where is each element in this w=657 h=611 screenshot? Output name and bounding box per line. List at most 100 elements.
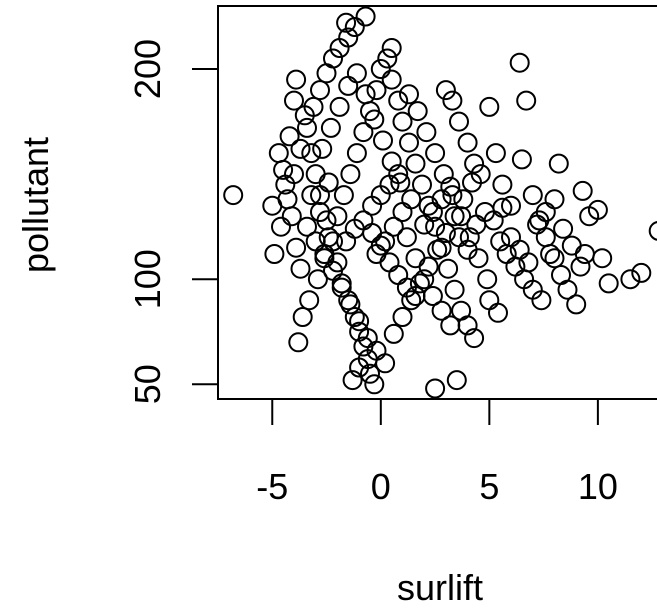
data-point (479, 96, 500, 117)
data-point (427, 239, 448, 260)
data-point (416, 122, 437, 143)
data-point (544, 248, 565, 269)
data-point (331, 277, 352, 298)
data-point (440, 315, 461, 336)
x-axis: -5 0 5 10 (256, 398, 657, 507)
data-point (223, 185, 244, 206)
data-point (333, 185, 354, 206)
x-tick-label: 0 (371, 466, 391, 507)
data-point (286, 69, 307, 90)
data-point (516, 90, 537, 111)
data-point (329, 38, 350, 58)
data-point (438, 258, 459, 279)
data-point (312, 138, 333, 159)
data-point (383, 216, 404, 237)
data-point (501, 227, 521, 248)
data-point (409, 273, 430, 294)
data-point (442, 90, 463, 111)
data-point (318, 172, 339, 193)
data-point (392, 307, 413, 327)
data-point (268, 143, 289, 164)
data-point (349, 311, 370, 332)
data-point (355, 84, 376, 105)
data-point (314, 248, 335, 269)
data-point (425, 378, 446, 399)
data-point (353, 122, 374, 143)
data-point (377, 48, 398, 69)
data-point (531, 290, 552, 311)
data-point (370, 235, 391, 256)
data-point (414, 214, 435, 235)
data-point (303, 96, 324, 117)
data-point (373, 130, 393, 151)
y-axis-label: pollutant (15, 137, 56, 273)
data-point (412, 174, 432, 195)
data-point (418, 195, 439, 216)
data-point (366, 80, 387, 101)
data-point (336, 12, 357, 33)
data-point (405, 153, 426, 174)
y-tick-label: 200 (127, 39, 168, 99)
data-point (340, 294, 361, 315)
data-point (370, 59, 391, 79)
data-point (318, 227, 339, 248)
data-point (522, 185, 543, 206)
data-point (307, 269, 328, 290)
data-point (418, 256, 439, 277)
data-point (336, 231, 357, 252)
data-point (425, 216, 446, 237)
data-point (457, 239, 478, 260)
data-point (572, 180, 593, 201)
data-point (383, 323, 404, 344)
data-point (388, 90, 409, 111)
data-point (362, 223, 383, 243)
data-point (444, 279, 465, 300)
data-point (598, 273, 619, 294)
data-point (414, 269, 435, 290)
data-point (297, 216, 317, 237)
data-points (223, 6, 657, 399)
data-point (338, 290, 359, 311)
data-point (381, 151, 402, 172)
data-point (407, 101, 428, 122)
data-point (301, 143, 322, 164)
data-point (338, 75, 359, 96)
data-point (314, 244, 335, 264)
data-point (511, 149, 532, 170)
data-point (297, 117, 317, 138)
data-point (477, 269, 498, 290)
data-point (587, 199, 608, 220)
data-point (435, 223, 456, 243)
data-point (488, 302, 508, 323)
data-point (286, 237, 307, 258)
data-point (425, 143, 446, 164)
data-point (277, 189, 298, 210)
data-point (464, 328, 485, 349)
data-point (505, 256, 526, 277)
data-point (485, 143, 506, 164)
data-point (574, 244, 595, 264)
data-point (288, 332, 309, 353)
data-point (401, 290, 422, 311)
data-point (449, 111, 469, 132)
data-point (279, 126, 300, 147)
data-point (570, 256, 591, 277)
data-point (490, 231, 511, 252)
y-tick-label: 100 (127, 249, 168, 309)
data-point (509, 52, 530, 73)
data-point (305, 164, 326, 185)
data-point (396, 227, 417, 248)
x-axis-label: surlift (397, 567, 483, 608)
data-point (364, 109, 385, 130)
data-point (457, 132, 478, 153)
data-point (284, 90, 304, 111)
x-tick-label: -5 (256, 466, 288, 507)
data-point (310, 80, 330, 101)
data-point (464, 153, 485, 174)
data-point (405, 248, 426, 269)
data-point (290, 138, 311, 159)
x-tick-label: 10 (578, 466, 618, 507)
data-point (323, 260, 343, 281)
data-point (344, 307, 365, 327)
